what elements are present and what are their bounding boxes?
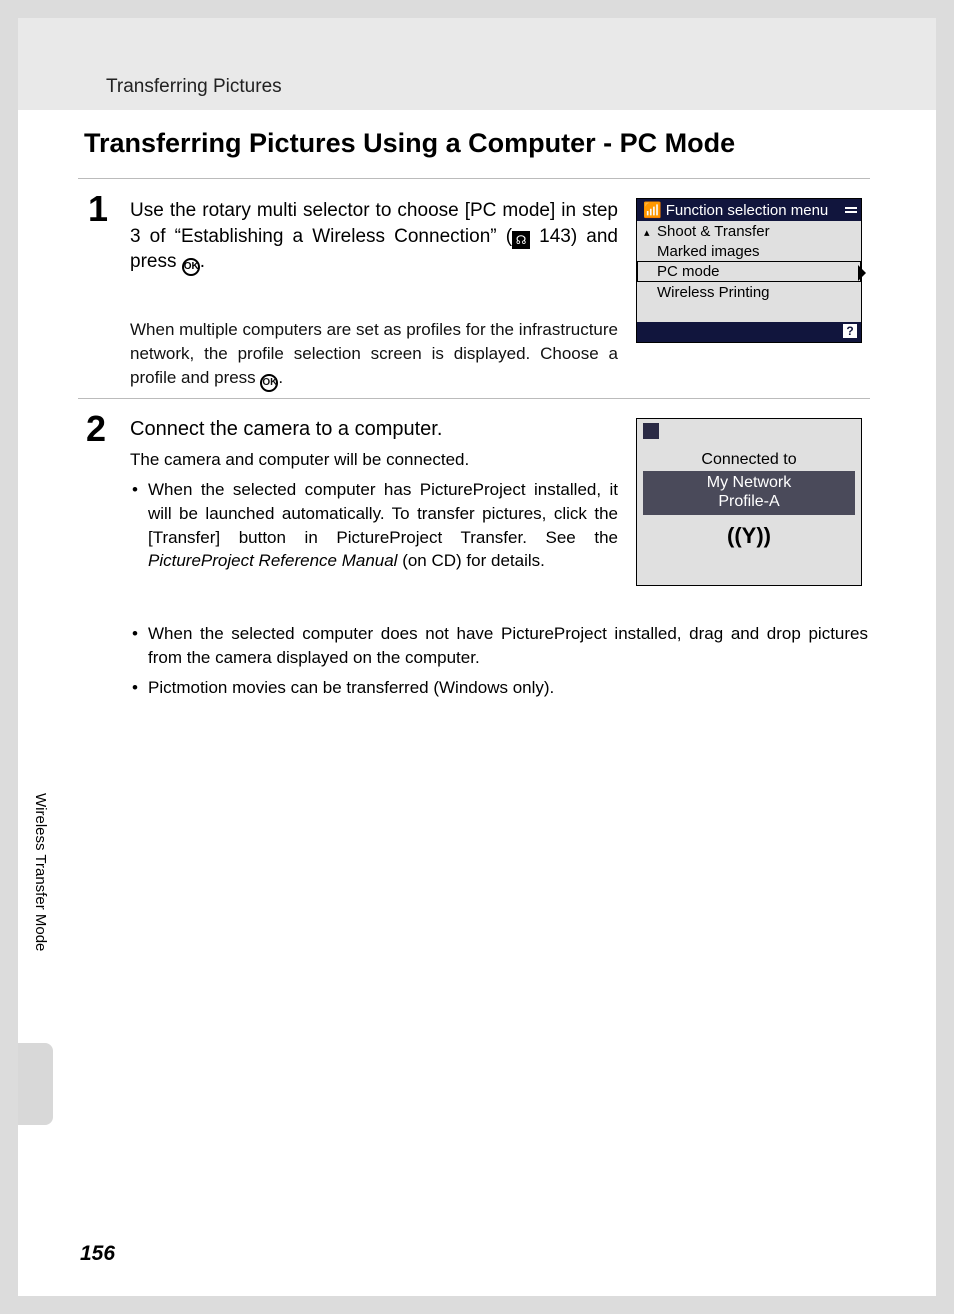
step1-sub-end: . (278, 368, 283, 387)
page-number: 156 (80, 1242, 115, 1266)
step1-subtext: When multiple computers are set as profi… (130, 318, 618, 392)
menu-icon (845, 207, 857, 213)
ok-button-icon: OK (182, 258, 200, 276)
ok-button-icon: OK (260, 374, 278, 392)
step2-bullet-2: When the selected computer does not have… (148, 622, 868, 670)
menu-item-selected: PC mode (637, 261, 861, 282)
signal-icon (643, 423, 659, 439)
rule (78, 398, 870, 399)
lcd-connected-screen: Connected to My Network Profile-A ((Υ)) (636, 418, 862, 586)
b1-b: (on CD) for details. (397, 551, 544, 570)
step2-subtext: The camera and computer will be connecte… (130, 450, 469, 470)
step1-sub-a: When multiple computers are set as profi… (130, 320, 618, 387)
antenna-icon: ((Υ)) (637, 523, 861, 549)
menu-item-label: Marked images (657, 243, 760, 260)
side-section-label: Wireless Transfer Mode (32, 793, 49, 951)
profile-name: Profile-A (643, 492, 855, 511)
connected-label: Connected to (637, 451, 861, 469)
reference-icon: ☊ (512, 231, 530, 249)
menu-item-label: Wireless Printing (657, 284, 770, 301)
step-number-2: 2 (86, 408, 106, 450)
step1-period: . (200, 251, 205, 272)
lcd-function-menu: 📶 Function selection menu ▴ Shoot & Tran… (636, 198, 862, 343)
menu-item-empty (637, 302, 861, 322)
menu-item: ▴ Shoot & Transfer (637, 221, 861, 241)
step2-bullet-1: When the selected computer has PicturePr… (148, 478, 618, 573)
b1-italic: PictureProject Reference Manual (148, 551, 397, 570)
step2-bullet-3: Pictmotion movies can be transferred (Wi… (148, 676, 868, 700)
step2-heading: Connect the camera to a computer. (130, 418, 442, 441)
help-icon: ? (843, 324, 857, 338)
b1-a: When the selected computer has PicturePr… (148, 480, 618, 547)
cursor-icon: ▴ (644, 226, 650, 239)
thumb-tab (18, 1043, 53, 1125)
lcd-menu-title: Function selection menu (666, 202, 841, 219)
wireless-icon: 📶 (643, 201, 662, 219)
connection-name-band: My Network Profile-A (643, 471, 855, 515)
step-number-1: 1 (88, 188, 108, 230)
running-head: Transferring Pictures (106, 76, 282, 98)
manual-page: Transferring Pictures Transferring Pictu… (18, 18, 936, 1296)
rule (78, 178, 870, 179)
page-title: Transferring Pictures Using a Computer -… (84, 128, 735, 159)
lcd-menu-titlebar: 📶 Function selection menu (637, 199, 861, 221)
step1-text: Use the rotary multi selector to choose … (130, 198, 618, 276)
menu-item: Marked images (637, 241, 861, 261)
network-name: My Network (643, 473, 855, 492)
menu-item-label: Shoot & Transfer (657, 223, 770, 240)
menu-item: Wireless Printing (637, 282, 861, 302)
menu-item-label: PC mode (657, 263, 720, 280)
lcd-menu-footer: ? (637, 322, 861, 342)
